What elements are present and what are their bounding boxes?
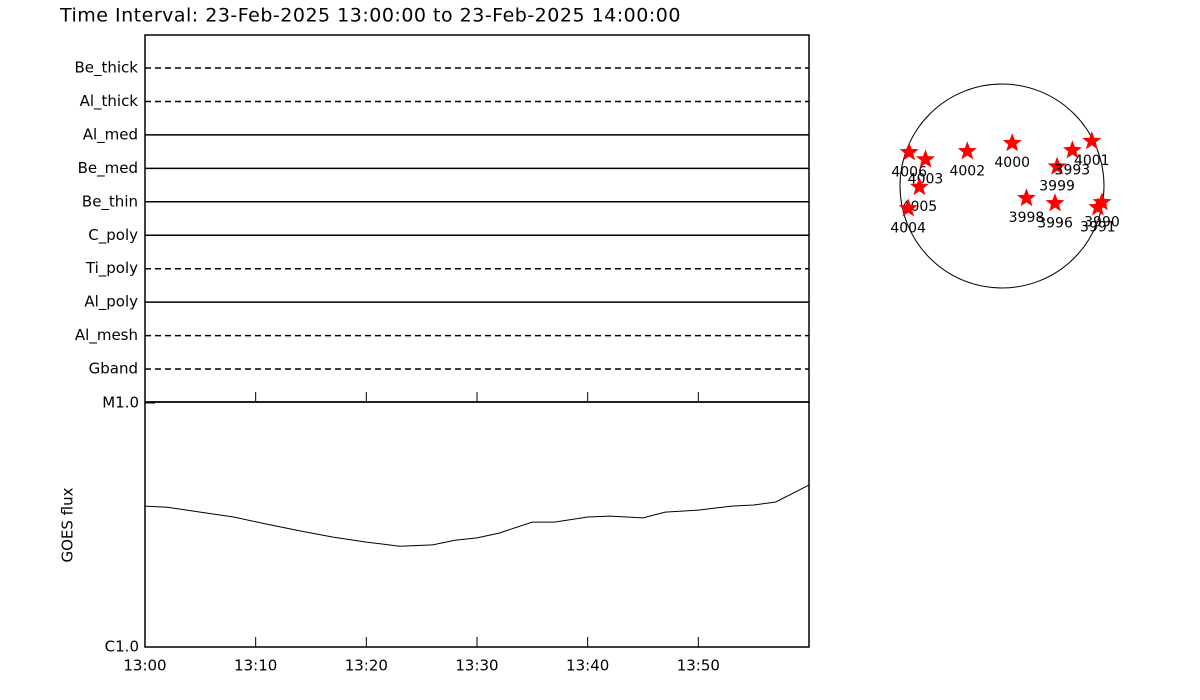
region-label: 3999	[1039, 179, 1075, 195]
active-region	[899, 142, 919, 161]
x-tick-label: 13:50	[677, 657, 720, 675]
solar-disk	[899, 83, 1105, 289]
region-label: 3996	[1037, 215, 1073, 231]
y-tick-label: C1.0	[105, 638, 139, 656]
filter-label: Ti_poly	[85, 259, 138, 278]
filter-label: Al_mesh	[75, 326, 138, 345]
region-label: 3998	[1009, 210, 1045, 226]
region-label: 4001	[1074, 153, 1110, 169]
y-tick-label: M1.0	[102, 394, 139, 412]
region-label: 3991	[1080, 219, 1116, 235]
region-label: 4000	[994, 155, 1030, 171]
active-region	[1047, 156, 1067, 175]
x-tick-label: 13:30	[455, 657, 498, 675]
region-label: 3990	[1084, 214, 1120, 230]
title: Time Interval: 23-Feb-2025 13:00:00 to 2…	[59, 5, 681, 27]
region-label: 3993	[1055, 162, 1091, 178]
filter-label: Al_thick	[80, 92, 139, 111]
filter-label: C_poly	[88, 226, 138, 245]
x-tick-label: 13:10	[234, 657, 277, 675]
filter-label: Al_med	[83, 125, 138, 144]
y-axis-label: GOES flux	[59, 487, 77, 562]
filter-label: Gband	[89, 360, 138, 378]
active-region	[1082, 131, 1102, 150]
active-region	[1002, 133, 1022, 152]
x-tick-label: 13:40	[566, 657, 609, 675]
region-label: 4003	[908, 171, 944, 187]
region-label: 4006	[891, 164, 927, 180]
active-region	[1017, 188, 1036, 207]
x-tick-label: 13:20	[345, 657, 388, 675]
active-region	[916, 149, 935, 168]
active-region	[909, 177, 929, 196]
filter-label: Be_med	[78, 159, 138, 178]
filter-frame	[144, 34, 810, 403]
active-region	[1092, 192, 1112, 211]
active-region	[1045, 193, 1065, 212]
active-region	[1088, 197, 1108, 216]
filter-label: Al_poly	[84, 293, 138, 312]
active-region	[957, 141, 977, 160]
filter-label: Be_thin	[82, 192, 138, 211]
goes-curve	[144, 484, 810, 547]
goes-frame	[144, 401, 810, 648]
region-label: 4004	[890, 220, 926, 236]
active-region	[1062, 140, 1082, 159]
x-tick-label: 13:00	[123, 657, 166, 675]
active-region	[898, 198, 918, 217]
region-label: 4002	[949, 163, 985, 179]
filter-label: Be_thick	[74, 59, 138, 78]
